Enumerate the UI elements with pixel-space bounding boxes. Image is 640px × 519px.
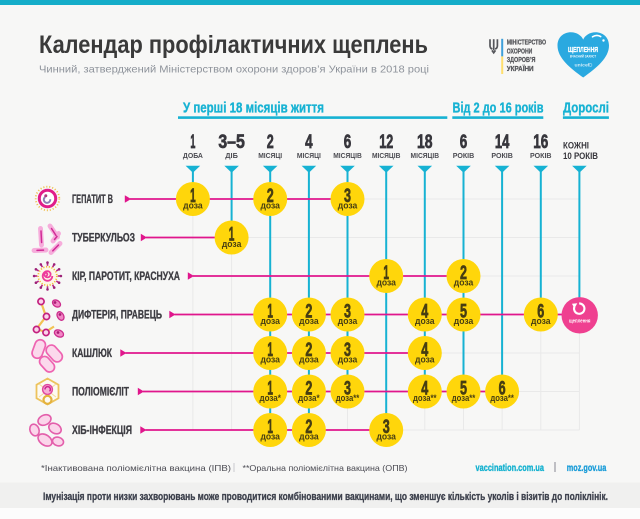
- svg-text:2: 2: [305, 340, 312, 361]
- svg-text:МІСЯЦІВ: МІСЯЦІВ: [333, 151, 362, 160]
- svg-text:6: 6: [460, 132, 468, 153]
- svg-text:6: 6: [499, 379, 506, 400]
- svg-text:4: 4: [421, 379, 428, 400]
- svg-text:2: 2: [267, 132, 274, 153]
- svg-text:доза: доза: [376, 432, 396, 442]
- svg-text:5: 5: [460, 302, 467, 323]
- svg-text:1: 1: [267, 302, 273, 323]
- svg-text:2: 2: [305, 417, 312, 438]
- svg-text:доза: доза: [454, 316, 474, 326]
- svg-text:ХІБ-ІНФЕКЦІЯ: ХІБ-ІНФЕКЦІЯ: [72, 425, 132, 437]
- svg-text:доза*: доза*: [259, 393, 281, 403]
- svg-text:У перші 18 місяців життя: У перші 18 місяців життя: [183, 100, 324, 117]
- svg-text:доза: доза: [415, 316, 435, 326]
- svg-text:КІР, ПАРОТИТ, КРАСНУХА: КІР, ПАРОТИТ, КРАСНУХА: [72, 271, 180, 283]
- svg-text:КАШЛЮК: КАШЛЮК: [72, 348, 113, 360]
- svg-text:3: 3: [344, 340, 351, 361]
- svg-text:РОКІВ: РОКІВ: [491, 151, 513, 160]
- svg-text:*Інактивована поліомієлітна ва: *Інактивована поліомієлітна вакцина (ІПВ…: [41, 463, 231, 473]
- svg-text:4: 4: [421, 340, 428, 361]
- svg-text:МІСЯЦІ: МІСЯЦІ: [297, 151, 321, 160]
- svg-text:ТУБЕРКУЛЬОЗ: ТУБЕРКУЛЬОЗ: [72, 232, 135, 244]
- svg-text:доза: доза: [376, 278, 396, 288]
- svg-text:1: 1: [267, 379, 273, 400]
- svg-text:РОКІВ: РОКІВ: [530, 151, 552, 160]
- svg-text:3: 3: [383, 417, 390, 438]
- svg-text:доза: доза: [260, 355, 280, 365]
- svg-text:ДОБА: ДОБА: [183, 151, 203, 160]
- svg-text:2: 2: [305, 302, 312, 323]
- svg-text:3: 3: [344, 379, 351, 400]
- svg-text:доза**: доза**: [336, 393, 360, 403]
- svg-text:ГЕПАТИТ В: ГЕПАТИТ В: [72, 194, 113, 206]
- svg-text:доза**: доза**: [413, 393, 437, 403]
- svg-text:4: 4: [305, 132, 313, 153]
- svg-text:доза: доза: [222, 239, 242, 249]
- svg-text:Від 2 до 16 років: Від 2 до 16 років: [453, 100, 544, 117]
- svg-text:5: 5: [460, 379, 467, 400]
- svg-text:unicef: unicef: [575, 62, 591, 67]
- svg-text:РОКІВ: РОКІВ: [453, 151, 475, 160]
- svg-text:2: 2: [305, 379, 312, 400]
- svg-text:доза: доза: [338, 355, 358, 365]
- svg-text:доза: доза: [415, 355, 435, 365]
- svg-text:1: 1: [267, 417, 273, 438]
- svg-text:МІСЯЦІ: МІСЯЦІ: [258, 151, 282, 160]
- svg-text:1: 1: [190, 132, 195, 153]
- svg-text:16: 16: [533, 132, 548, 153]
- svg-text:14: 14: [495, 132, 510, 153]
- svg-text:доза: доза: [299, 355, 319, 365]
- svg-text:vaccination.com.ua: vaccination.com.ua: [476, 462, 545, 474]
- svg-text:Чинний, затверджений Міністерс: Чинний, затверджений Міністерством охоро…: [39, 65, 429, 76]
- svg-text:1: 1: [383, 263, 389, 284]
- svg-text:3: 3: [344, 302, 351, 323]
- svg-text:10 РОКІВ: 10 РОКІВ: [563, 151, 598, 161]
- svg-text:доза: доза: [299, 432, 319, 442]
- svg-text:2: 2: [267, 186, 274, 207]
- svg-text:щеплення: щеплення: [569, 318, 591, 324]
- svg-text:moz.gov.ua: moz.gov.ua: [567, 462, 607, 474]
- svg-text:Дорослі: Дорослі: [563, 100, 609, 117]
- svg-text:УКРАЇНИ: УКРАЇНИ: [507, 64, 534, 73]
- svg-text:доза: доза: [531, 316, 551, 326]
- svg-text:3: 3: [344, 186, 351, 207]
- svg-text:доза: доза: [338, 201, 358, 211]
- svg-text:ПОЛІОМІЄЛІТ: ПОЛІОМІЄЛІТ: [72, 386, 129, 398]
- svg-text:6: 6: [344, 132, 352, 153]
- svg-text:1: 1: [190, 186, 196, 207]
- svg-text:ВЧАСНИЙ ЗАХИСТ: ВЧАСНИЙ ЗАХИСТ: [570, 55, 597, 59]
- svg-text:18: 18: [417, 132, 433, 153]
- svg-text:1: 1: [229, 225, 235, 246]
- svg-text:ДІБ: ДІБ: [225, 151, 238, 160]
- svg-text:доза: доза: [260, 201, 280, 211]
- svg-text:ЗДОРОВ’Я: ЗДОРОВ’Я: [507, 55, 536, 64]
- svg-text:1: 1: [267, 340, 273, 361]
- svg-text:доза: доза: [454, 278, 474, 288]
- svg-text:Імунізація проти низки захворю: Імунізація проти низки захворювань може …: [43, 491, 608, 503]
- svg-text:3–5: 3–5: [218, 132, 245, 153]
- svg-text:доза**: доза**: [452, 393, 476, 403]
- svg-text:КОЖНІ: КОЖНІ: [563, 140, 589, 150]
- svg-text:доза: доза: [260, 432, 280, 442]
- svg-text:доза**: доза**: [490, 393, 514, 403]
- svg-text:12: 12: [379, 132, 393, 153]
- svg-text:доза: доза: [299, 316, 319, 326]
- svg-text:2: 2: [460, 263, 467, 284]
- svg-text:ЩЕПЛЕННЯ: ЩЕПЛЕННЯ: [568, 47, 598, 54]
- svg-text:**Оральна поліомієлітна вакцин: **Оральна поліомієлітна вакцина (ОПВ): [243, 463, 408, 473]
- svg-text:МІСЯЦІВ: МІСЯЦІВ: [372, 151, 401, 160]
- svg-text:доза: доза: [338, 316, 358, 326]
- svg-text:ОХОРОНИ: ОХОРОНИ: [507, 46, 533, 55]
- svg-text:доза: доза: [183, 201, 203, 211]
- svg-text:МІСЯЦІВ: МІСЯЦІВ: [411, 151, 440, 160]
- svg-text:доза*: доза*: [298, 393, 320, 403]
- svg-text:6: 6: [537, 302, 544, 323]
- svg-text:МІНІСТЕРСТВО: МІНІСТЕРСТВО: [507, 38, 547, 47]
- svg-text:ДИФТЕРІЯ, ПРАВЕЦЬ: ДИФТЕРІЯ, ПРАВЕЦЬ: [72, 309, 162, 321]
- svg-text:Календар профілактичних щеплен: Календар профілактичних щеплень: [39, 31, 428, 59]
- svg-text:доза: доза: [260, 316, 280, 326]
- svg-text:4: 4: [421, 302, 428, 323]
